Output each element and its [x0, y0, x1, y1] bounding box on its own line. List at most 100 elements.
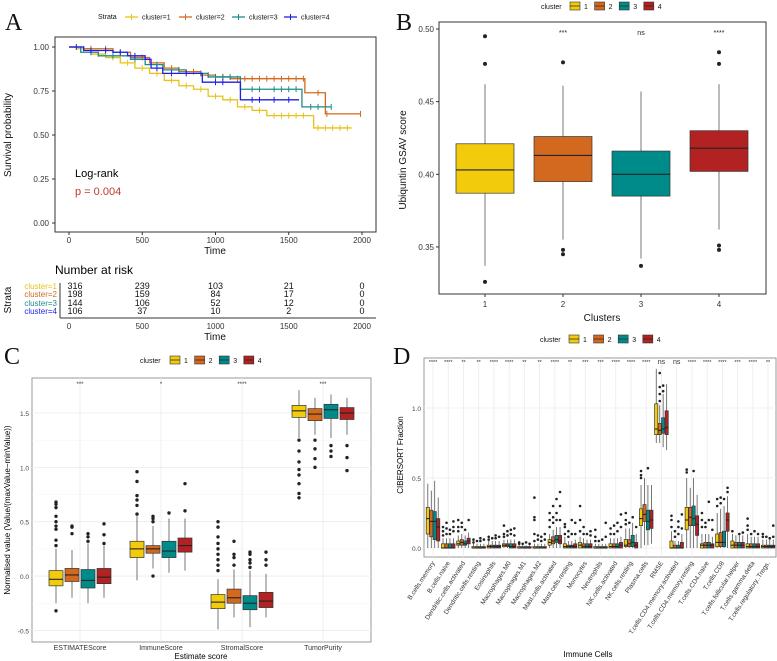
x-tick-label: 3 — [639, 300, 644, 309]
outlier-point — [561, 60, 565, 65]
y-axis-label: Survival probability — [3, 93, 14, 177]
legend-label-1: 1 — [584, 4, 588, 11]
outlier-point — [715, 497, 719, 501]
box-body — [630, 535, 635, 547]
box — [533, 60, 593, 257]
outlier-point — [441, 534, 445, 537]
outlier-point — [445, 527, 448, 530]
outlier-point — [329, 454, 333, 459]
box — [676, 520, 681, 549]
outlier-point — [749, 532, 753, 536]
outlier-point — [558, 504, 562, 508]
box — [611, 91, 671, 268]
box-body — [608, 543, 613, 549]
outlier-point — [589, 534, 592, 537]
box — [447, 528, 452, 549]
outlier-point — [685, 471, 689, 474]
outlier-point — [460, 521, 464, 525]
box-body — [447, 543, 452, 549]
outlier-point — [513, 527, 516, 530]
outlier-point — [248, 550, 252, 554]
box-body — [323, 403, 339, 419]
y-tick-label: 1.5 — [20, 411, 29, 418]
box-body — [441, 543, 445, 549]
outlier-point — [297, 438, 301, 442]
significance-label: **** — [551, 360, 560, 366]
box-body — [688, 507, 693, 526]
outlier-point — [445, 532, 448, 536]
box — [508, 528, 513, 549]
legend-label-cluster=1: cluster=1 — [142, 15, 171, 22]
outlier-point — [722, 497, 726, 501]
x-tick-label: 2 — [561, 300, 566, 309]
outlier-point — [685, 468, 689, 471]
box — [547, 511, 552, 548]
outlier-point — [627, 521, 631, 525]
box — [715, 497, 720, 548]
x-tick-label: ESTIMATEScore — [54, 645, 107, 652]
outlier-point — [86, 535, 90, 539]
box-body — [48, 570, 64, 587]
outlier-point — [456, 518, 460, 522]
box-body — [226, 588, 242, 604]
outlier-point — [619, 513, 623, 516]
significance-label: **** — [505, 360, 514, 366]
outlier-point — [746, 528, 749, 532]
outlier-point — [54, 543, 58, 548]
outlier-point — [707, 500, 711, 504]
outlier-point — [533, 515, 536, 519]
outlier-point — [216, 541, 220, 546]
outlier-point — [479, 536, 482, 540]
box-body — [745, 543, 750, 549]
outlier-point — [609, 532, 612, 536]
risk-x-tick-label: 1500 — [280, 322, 298, 331]
outlier-point — [521, 542, 524, 546]
outlier-point — [445, 521, 448, 525]
outlier-point — [248, 561, 252, 565]
outlier-point — [677, 520, 680, 523]
outlier-point — [452, 525, 455, 529]
box — [475, 539, 479, 549]
significance-label: ** — [477, 360, 482, 366]
legend-label-2: 2 — [609, 4, 613, 11]
outlier-point — [216, 525, 220, 529]
outlier-point — [646, 466, 650, 470]
outlier-point — [604, 535, 608, 539]
risk-row-label: cluster=4 — [24, 307, 57, 316]
outlier-point — [452, 529, 455, 533]
x-tick-label: 500 — [136, 236, 150, 245]
box-body — [611, 150, 671, 197]
outlier-point — [135, 479, 139, 484]
outlier-point — [183, 509, 187, 513]
box — [459, 521, 464, 548]
box — [566, 529, 571, 549]
box — [573, 521, 578, 549]
box — [688, 487, 693, 548]
x-axis-label: Clusters — [584, 313, 621, 324]
x-axis-label: Time — [204, 246, 226, 257]
outlier-point — [543, 532, 547, 536]
outlier-point — [345, 455, 349, 460]
outlier-point — [297, 496, 301, 500]
box — [634, 525, 639, 549]
outlier-point — [624, 522, 628, 526]
significance-label: **** — [688, 360, 697, 366]
significance-label: *** — [734, 360, 741, 366]
outlier-point — [551, 521, 555, 525]
outlier-point — [582, 525, 585, 529]
y-axis-label: CIBERSORT Fraction — [396, 416, 405, 494]
outlier-point — [717, 247, 721, 252]
outlier-point — [700, 518, 704, 522]
outlier-point — [715, 504, 719, 508]
box-body — [96, 568, 112, 585]
box-body — [588, 543, 593, 549]
y-tick-label: 1.0 — [412, 406, 421, 413]
outlier-point — [597, 539, 601, 543]
y-tick-label: 0.25 — [33, 175, 49, 184]
box-body — [669, 540, 674, 549]
y-tick-label: 0.45 — [418, 98, 434, 107]
outlier-point — [578, 529, 582, 533]
outlier-point — [555, 497, 558, 501]
box — [684, 468, 689, 548]
box — [740, 531, 745, 549]
